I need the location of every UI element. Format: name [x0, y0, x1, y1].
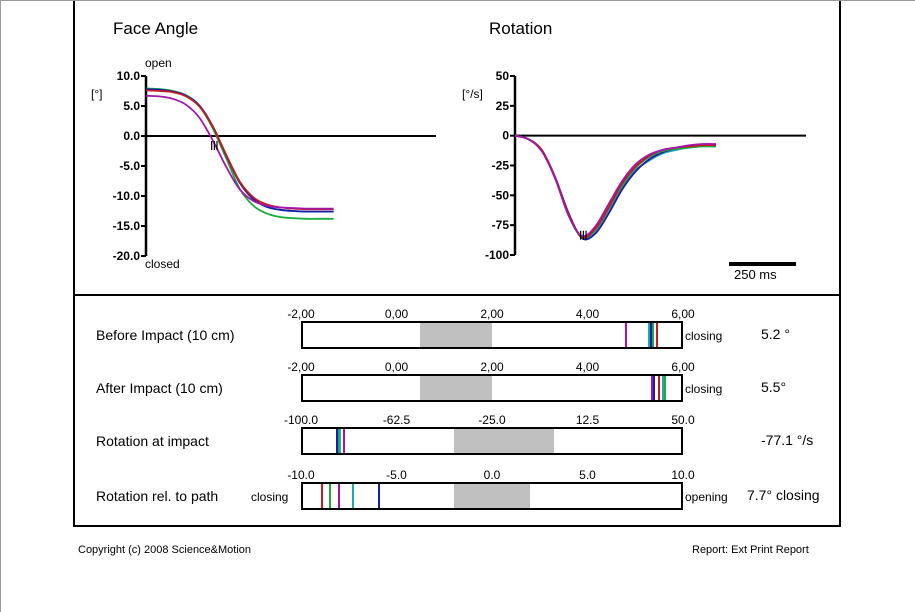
bar-tick-label: -5.0: [386, 468, 407, 482]
bar-row-label: Rotation rel. to path: [96, 488, 219, 504]
series-line-teal: [145, 87, 334, 213]
bar-tick-label: -2,00: [287, 307, 315, 321]
bar-tick-label: 6,00: [671, 307, 695, 321]
marker-purple: [624, 323, 627, 347]
y-tick-label: 10.0: [117, 69, 141, 83]
y-tick-label: -75: [492, 218, 510, 232]
series-line-teal: [514, 134, 717, 239]
marker-teal: [661, 376, 664, 400]
marker-green: [328, 484, 331, 508]
closed-label: closed: [145, 257, 180, 271]
series-line-purple: [145, 94, 334, 210]
bar-value: 7.7° closing: [747, 487, 820, 503]
range-bar: [301, 427, 683, 455]
bar-row-label: Before Impact (10 cm): [96, 327, 235, 343]
bar-tick-label: 50.0: [671, 413, 695, 427]
marker-blue: [336, 429, 339, 453]
target-band: [453, 429, 555, 453]
report-name: Report: Ext Print Report: [692, 544, 809, 556]
marker-teal: [339, 429, 342, 453]
marker-purple: [342, 429, 345, 453]
marker-green: [664, 376, 667, 400]
series-line-purple: [514, 134, 717, 238]
y-tick-label: -15.0: [113, 219, 141, 233]
face-angle-unit: [°]: [91, 87, 103, 101]
bar-value: 5.5°: [761, 379, 787, 395]
bar-tick-label: 6,00: [671, 360, 695, 374]
bar-tick-label: -2,00: [287, 360, 315, 374]
target-band: [420, 376, 492, 400]
bar-tick-label: 2,00: [480, 360, 504, 374]
y-tick-label: -20.0: [113, 249, 141, 263]
bar-value: 5.2 °: [761, 326, 790, 342]
y-tick-label: 0: [502, 129, 509, 143]
bar-tick-label: -100.0: [283, 413, 319, 427]
section-divider: [73, 294, 841, 296]
marker-red: [655, 323, 658, 347]
bar-tick-label: 4,00: [575, 307, 600, 321]
y-tick-label: -5.0: [119, 159, 140, 173]
marker-blue: [378, 484, 381, 508]
y-tick-label: 5.0: [123, 99, 140, 113]
marker-blue: [653, 376, 656, 400]
marker-red: [321, 484, 323, 508]
charts-canvas: 10.0 5.0 0.0 -5.0 -10.0 -15.0 -20.0 50 25 0 -25 -50…: [113, 69, 806, 266]
left-note: closing: [251, 490, 289, 504]
marker-purple: [650, 376, 653, 400]
series-line-green: [145, 87, 334, 220]
marker-blue: [650, 323, 652, 347]
target-band: [420, 323, 492, 347]
bar-tick-label: 10.0: [671, 468, 695, 482]
range-bar: [301, 482, 683, 510]
bar-row-label: After Impact (10 cm): [96, 380, 223, 396]
bar-tick-label: 0.0: [483, 468, 501, 482]
series-line-red: [514, 134, 717, 239]
bar-row-label: Rotation at impact: [96, 433, 209, 449]
bar-value: -77.1 °/s: [761, 432, 814, 448]
marker-green: [652, 323, 655, 347]
copyright: Copyright (c) 2008 Science&Motion: [78, 544, 252, 556]
range-bar: [301, 321, 683, 349]
right-note: closing: [685, 382, 723, 396]
bar-tick-label: 12.5: [575, 413, 600, 427]
bar-tick-label: 0,00: [384, 360, 409, 374]
bar-tick-label: -10.0: [287, 468, 315, 482]
y-tick-label: -10.0: [113, 189, 141, 203]
bar-tick-label: 0,00: [384, 307, 409, 321]
y-tick-label: -25: [492, 159, 510, 173]
y-tick-label: 0.0: [123, 129, 140, 143]
marker-red: [658, 376, 661, 400]
series-line-green: [514, 134, 717, 239]
face-angle-title: Face Angle: [113, 19, 199, 38]
series-line-blue: [145, 88, 334, 213]
rotation-unit: [°/s]: [462, 87, 483, 101]
bar-tick-label: 4,00: [575, 360, 600, 374]
marker-purple: [338, 484, 341, 508]
right-note: opening: [685, 490, 728, 504]
right-note: closing: [685, 329, 723, 343]
y-tick-label: -50: [492, 188, 510, 202]
bar-tick-label: -25.0: [478, 413, 506, 427]
target-band: [453, 484, 531, 508]
rotation-chart: 50 25 0 -25 -50 -75 -100: [485, 69, 806, 266]
bar-tick-label: 2,00: [480, 307, 504, 321]
series-line-red: [145, 89, 334, 211]
bar-tick-label: -62.5: [382, 413, 411, 427]
y-tick-label: -100: [485, 248, 509, 262]
scale-bar-label: 250 ms: [734, 267, 777, 282]
range-bar: [301, 374, 683, 402]
rotation-title: Rotation: [489, 19, 553, 38]
marker-teal: [351, 484, 354, 508]
marker-teal: [647, 323, 650, 347]
open-label: open: [145, 56, 172, 70]
y-tick-label: 25: [496, 99, 510, 113]
y-tick-label: 50: [496, 69, 510, 83]
marker-green: [337, 429, 340, 453]
report-frame: [73, 1, 841, 527]
bar-tick-label: 5.0: [579, 468, 596, 482]
face-angle-chart: 10.0 5.0 0.0 -5.0 -10.0 -15.0 -20.0: [113, 69, 436, 263]
series-line-blue: [514, 134, 717, 241]
